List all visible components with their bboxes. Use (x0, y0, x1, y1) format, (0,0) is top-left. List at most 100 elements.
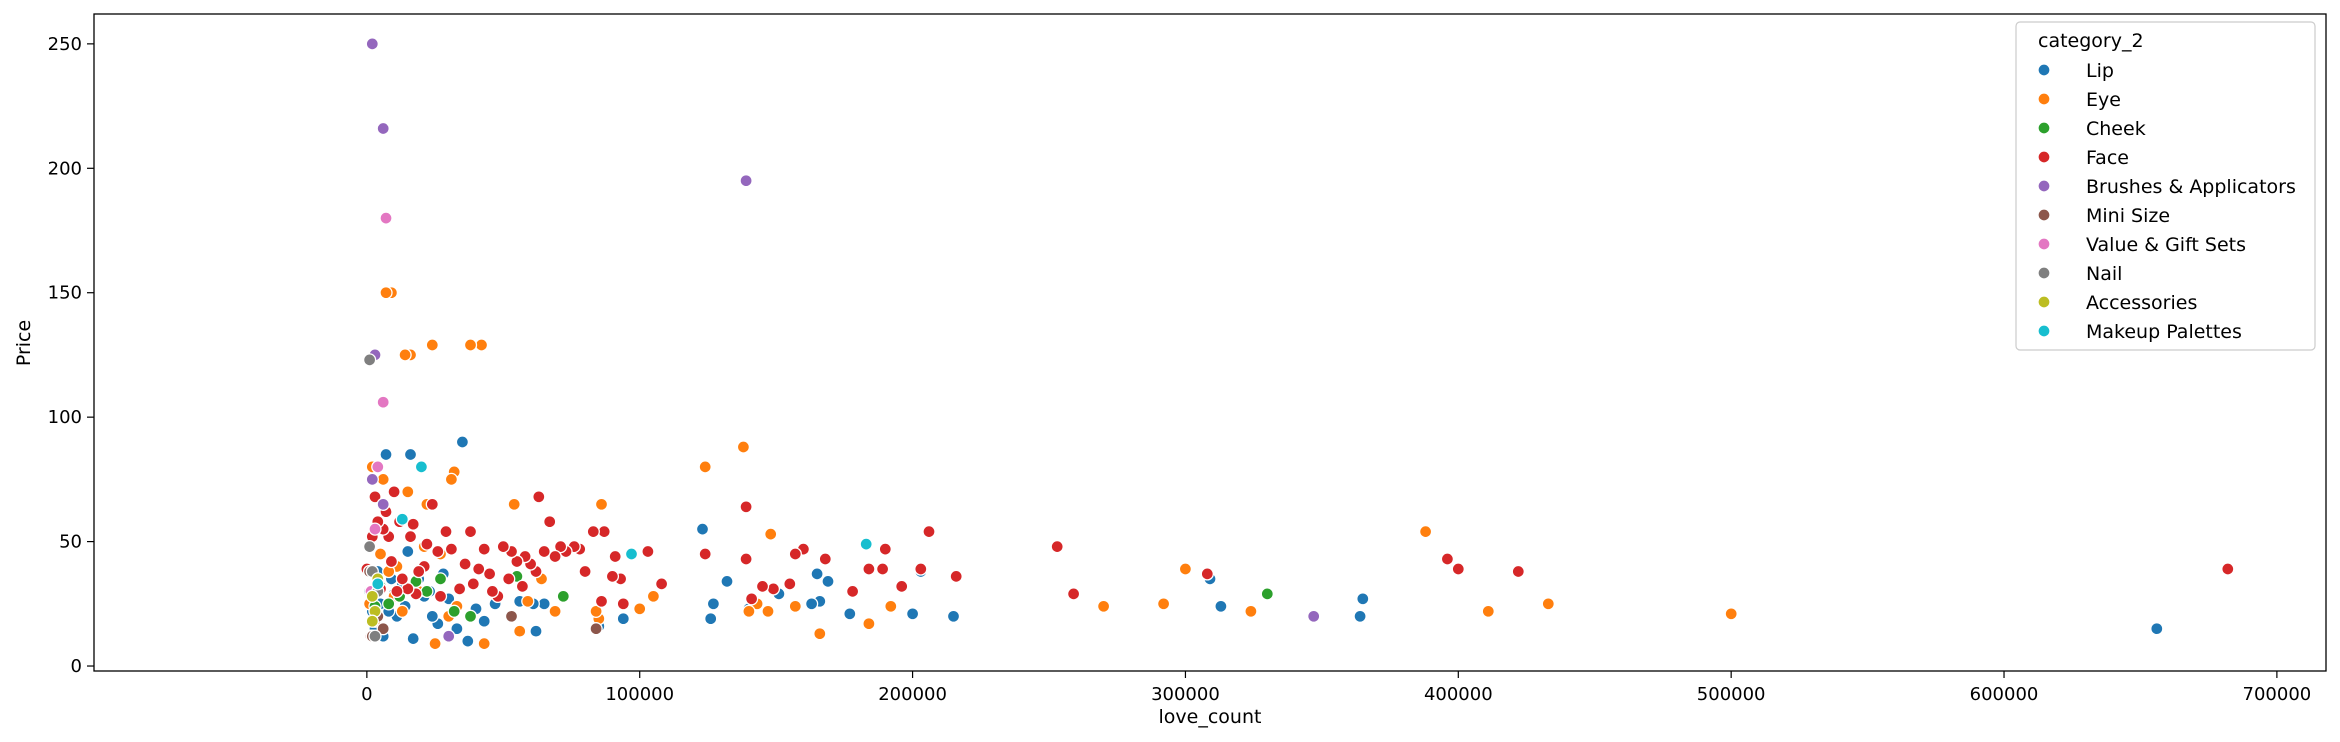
legend-label: Accessories (2086, 292, 2197, 314)
legend-marker (2037, 266, 2051, 280)
data-point (428, 636, 442, 651)
y-axis-title: Price (13, 320, 35, 366)
data-point (398, 348, 412, 362)
data-point (362, 539, 377, 554)
data-point (624, 547, 639, 561)
data-point (401, 485, 415, 499)
data-point (608, 549, 622, 564)
data-point (395, 604, 409, 618)
data-point (2221, 562, 2235, 576)
data-point (379, 447, 393, 462)
data-point (875, 562, 890, 576)
y-tick-label: 250 (48, 34, 82, 55)
legend-label: Eye (2086, 89, 2121, 111)
data-point (739, 500, 753, 514)
x-tick-label: 700000 (2243, 684, 2312, 705)
legend-item: Accessories (2037, 292, 2197, 314)
data-point (1307, 609, 1321, 623)
data-point (452, 582, 467, 596)
data-point (455, 435, 470, 449)
data-point (376, 121, 390, 136)
data-point (1096, 599, 1111, 613)
data-point (616, 597, 630, 611)
data-point (368, 490, 382, 504)
data-point (395, 572, 409, 586)
x-tick-label: 300000 (1151, 684, 1220, 705)
data-point (1356, 592, 1370, 606)
legend-item: Nail (2037, 263, 2122, 285)
data-point (914, 562, 928, 576)
data-point (463, 524, 478, 539)
data-point (764, 527, 778, 541)
data-point (1156, 597, 1171, 611)
data-point (1481, 604, 1495, 618)
x-tick-label: 500000 (1697, 684, 1766, 705)
data-point (376, 395, 390, 409)
legend-label: Lip (2086, 60, 2114, 82)
data-point (633, 602, 647, 616)
data-point (845, 584, 860, 599)
x-tick-label: 200000 (878, 684, 947, 705)
data-point (477, 636, 491, 651)
legend-label: Makeup Palettes (2086, 321, 2242, 343)
data-point (376, 622, 390, 636)
data-point (379, 286, 393, 300)
points-layer (360, 37, 2235, 651)
x-tick-label: 600000 (1970, 684, 2039, 705)
data-point (477, 542, 491, 556)
x-axis: 0 100000 200000 300000 400000 500000 600000 700… (361, 671, 2311, 705)
data-point (1066, 587, 1081, 601)
data-point (788, 547, 802, 561)
data-point (813, 627, 827, 641)
data-point (439, 524, 453, 539)
data-point (594, 497, 609, 511)
legend-label: Cheek (2086, 118, 2146, 140)
data-point (810, 567, 824, 581)
data-point (586, 524, 600, 539)
data-point (578, 564, 592, 579)
data-point (529, 624, 543, 638)
data-point (482, 567, 497, 581)
legend-label: Brushes & Applicators (2086, 176, 2296, 198)
data-point (521, 594, 535, 608)
data-point (1050, 539, 1064, 554)
legend-marker (2037, 63, 2051, 77)
y-tick-label: 50 (59, 532, 82, 553)
data-point (556, 589, 570, 603)
data-point (390, 584, 404, 599)
data-point (736, 440, 751, 454)
legend-item: Brushes & Applicators (2037, 176, 2296, 198)
legend-marker (2037, 324, 2051, 338)
data-point (698, 547, 712, 561)
legend-marker (2037, 121, 2051, 135)
data-point (401, 544, 415, 559)
data-point (720, 574, 734, 589)
legend-frame (2015, 21, 2316, 351)
data-point (420, 537, 434, 551)
y-tick-label: 100 (48, 407, 82, 428)
data-point (472, 562, 486, 576)
data-point (461, 634, 475, 648)
data-point (412, 564, 426, 579)
data-point (403, 529, 418, 544)
data-point (878, 542, 892, 556)
data-point (695, 522, 710, 536)
data-point (1260, 587, 1274, 601)
data-point (594, 594, 609, 608)
data-point (463, 338, 478, 352)
data-point (922, 524, 936, 539)
data-point (431, 544, 445, 559)
legend-marker (2037, 208, 2051, 222)
data-point (477, 614, 491, 628)
data-point (862, 562, 876, 576)
data-point (362, 353, 377, 367)
data-point (420, 584, 434, 599)
data-point (755, 579, 770, 594)
data-point (425, 497, 439, 511)
x-tick-label: 0 (361, 684, 372, 705)
data-point (387, 485, 401, 499)
data-point (646, 589, 661, 603)
data-point (365, 589, 379, 603)
data-point (433, 589, 448, 603)
